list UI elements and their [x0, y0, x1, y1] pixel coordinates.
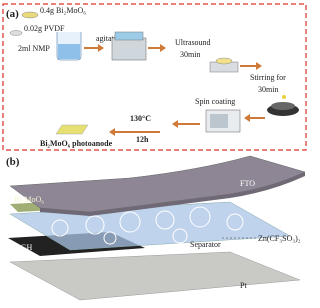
step-text: 2ml NMP: [18, 44, 50, 53]
layer-label: Zn(CF₃SO₃)₂: [258, 234, 301, 243]
step-text: 130°C: [130, 114, 151, 123]
photoanode: [56, 125, 88, 134]
dish: [216, 58, 232, 64]
step-text: 30min: [258, 85, 278, 94]
panel-label: (a): [6, 8, 19, 20]
dish: [22, 12, 38, 18]
figure: (a) 0.4g Bi₂MoO₆ 0.02g PVDF 2ml NMP agit…: [0, 0, 310, 308]
layer-label: Pt: [240, 281, 247, 290]
arrow-head: [109, 128, 115, 136]
liquid: [58, 44, 80, 59]
spin-coater-top: [271, 102, 295, 110]
step-text: 12h: [136, 135, 149, 144]
panel-label: (b): [6, 156, 20, 168]
step-text: Bi₂MoO₆ photoanode: [40, 139, 113, 148]
step-text: 0.02g PVDF: [24, 24, 65, 33]
pt-layer: [10, 252, 300, 300]
step-text: 0.4g Bi₂MoO₆: [40, 6, 86, 15]
dish: [10, 31, 22, 36]
step-text: Stirring for: [250, 73, 286, 82]
layer-label: FTO: [240, 179, 255, 188]
arrow-head: [256, 62, 262, 70]
arrow-head: [160, 44, 166, 52]
arrow-head: [172, 120, 178, 128]
oven-window: [210, 114, 228, 128]
step-text: Ultrasound: [175, 38, 211, 47]
step-text: Spin coating: [195, 97, 235, 106]
arrow-head: [98, 44, 104, 52]
layer-label: Separator: [190, 240, 221, 249]
ultrasonic-bath: [112, 38, 146, 60]
layer-label: rGH: [18, 243, 32, 252]
arrow-head: [244, 114, 250, 122]
layer-label: Bi₂MoO₆: [14, 195, 44, 204]
step-text: 30min: [180, 50, 200, 59]
bath-water: [115, 32, 143, 40]
drop: [282, 95, 286, 99]
